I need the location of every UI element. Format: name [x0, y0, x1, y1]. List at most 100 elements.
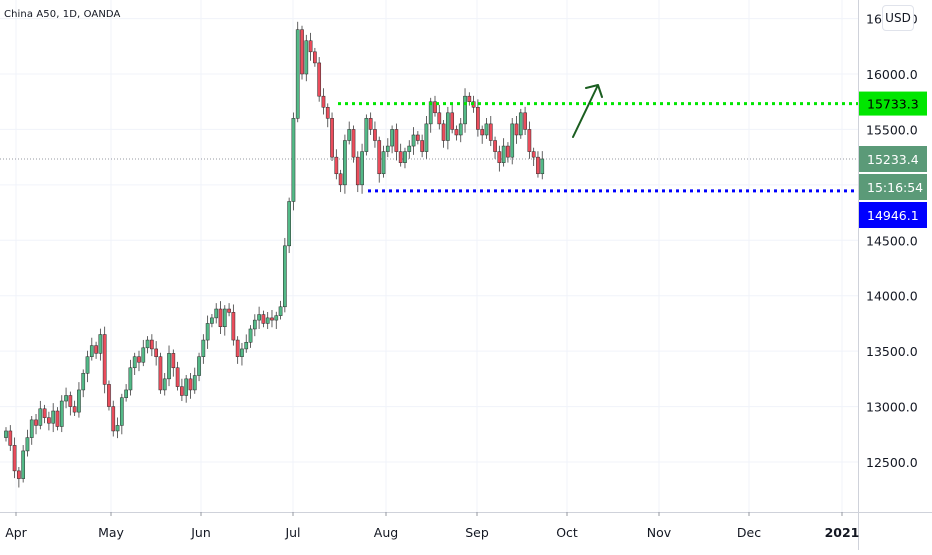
- candle: [137, 350, 141, 372]
- currency-button[interactable]: USD: [882, 5, 914, 31]
- candle: [373, 121, 377, 148]
- candle-body: [201, 339, 206, 357]
- candle-body: [446, 112, 450, 141]
- candle: [355, 151, 360, 193]
- candle: [514, 116, 519, 144]
- candle: [368, 112, 373, 135]
- candle-body: [205, 323, 210, 341]
- candle: [527, 121, 532, 159]
- candle: [420, 134, 424, 158]
- projection-arrow-icon: [572, 84, 603, 138]
- candle-body: [433, 101, 437, 114]
- candle-body: [265, 317, 270, 324]
- candle: [265, 312, 270, 329]
- candle: [518, 108, 523, 139]
- candle-body: [145, 339, 150, 349]
- candle: [501, 138, 506, 167]
- candle-body: [261, 314, 266, 324]
- current-price-label-bg: [859, 146, 927, 172]
- candle: [141, 339, 146, 367]
- candle-body: [167, 353, 171, 380]
- candle-body: [480, 129, 485, 136]
- candle: [424, 116, 429, 159]
- candle-body: [278, 306, 283, 316]
- candle: [77, 382, 81, 418]
- candle-body: [463, 95, 467, 125]
- candle-body: [132, 356, 137, 369]
- candle-body: [42, 408, 47, 418]
- candle: [313, 47, 317, 67]
- candle: [145, 336, 150, 354]
- price-tick-label: 14000.0: [866, 289, 918, 304]
- candle: [214, 303, 219, 324]
- candle: [124, 384, 128, 402]
- candle: [291, 112, 296, 211]
- candle: [154, 341, 159, 366]
- candle-body: [377, 140, 382, 175]
- candle-body: [531, 151, 536, 158]
- time-scale[interactable]: Apr May Jun Jul Aug Sep Oct Nov Dec 2021: [0, 512, 932, 550]
- candle-body: [394, 129, 399, 152]
- candle-body: [411, 134, 416, 147]
- candle-body: [415, 134, 420, 141]
- candle-body: [197, 356, 201, 376]
- candle-body: [467, 95, 472, 102]
- candle-body: [488, 123, 493, 141]
- candle: [81, 369, 86, 398]
- candle-body: [476, 107, 480, 130]
- candle-body: [313, 51, 317, 64]
- candle-body: [141, 347, 146, 363]
- price-tick-label: 13000.0: [866, 400, 918, 415]
- candle-body: [137, 356, 141, 363]
- candle-body: [111, 406, 116, 432]
- candle-body: [514, 123, 519, 136]
- candle-body: [364, 118, 369, 152]
- candle-body: [102, 334, 107, 385]
- candle: [162, 372, 167, 396]
- candle-body: [124, 389, 128, 398]
- candle: [59, 395, 64, 433]
- candle: [321, 88, 326, 115]
- candle: [415, 131, 420, 145]
- candle: [347, 121, 352, 145]
- candle: [235, 336, 240, 364]
- price-scale[interactable]: 12500.013000.013500.014000.014500.015000…: [858, 0, 932, 550]
- candle-body: [222, 308, 227, 328]
- candle: [278, 300, 283, 320]
- candle: [437, 104, 442, 130]
- candle-body: [231, 312, 236, 341]
- candle: [158, 352, 163, 394]
- candle: [476, 99, 480, 137]
- price-tick-label: 12500.0: [866, 455, 918, 470]
- candle: [484, 118, 489, 139]
- candle-body: [368, 118, 373, 130]
- time-tick-label: Jun: [190, 525, 211, 540]
- candle-body: [244, 342, 249, 350]
- candle-body: [162, 378, 167, 391]
- candle: [21, 445, 26, 483]
- candle-body: [441, 123, 446, 141]
- candle-body: [98, 334, 103, 354]
- candle: [252, 314, 257, 337]
- candle: [25, 429, 30, 457]
- candle: [287, 197, 291, 254]
- candle: [377, 136, 382, 183]
- candle: [398, 143, 403, 167]
- candle-body: [240, 348, 244, 357]
- candle-body: [523, 112, 527, 130]
- candle: [197, 352, 201, 382]
- candle: [270, 310, 274, 328]
- candle: [295, 21, 300, 123]
- candle: [506, 142, 510, 163]
- candle: [107, 380, 111, 411]
- support-price-label: 14946.1: [867, 208, 919, 223]
- time-tick-label: Aug: [374, 525, 398, 540]
- candle: [231, 304, 236, 346]
- candle: [536, 151, 540, 178]
- candle-body: [527, 129, 532, 152]
- candle-body: [34, 419, 38, 426]
- candle: [433, 95, 437, 117]
- candle: [4, 427, 8, 442]
